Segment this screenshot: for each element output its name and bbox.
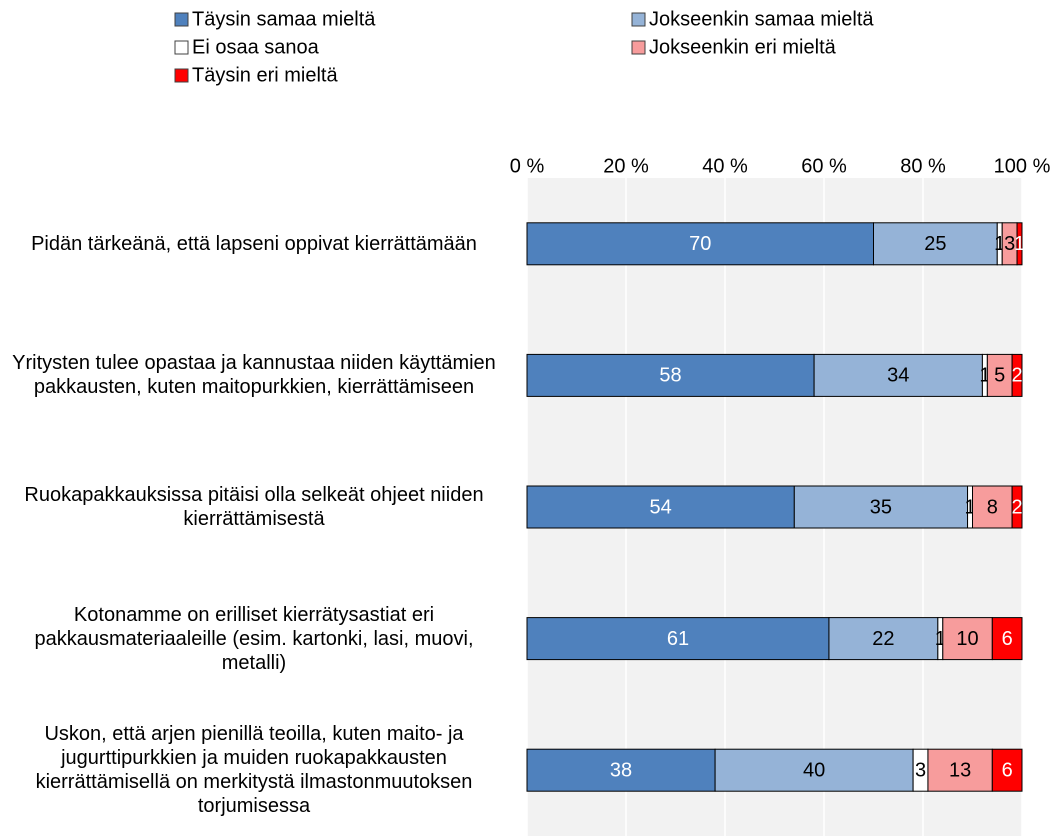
legend-label: Jokseenkin eri mieltä bbox=[649, 36, 837, 58]
bar-segment bbox=[991, 748, 1023, 792]
legend-label: Täysin samaa mieltä bbox=[192, 8, 376, 30]
legend-swatch bbox=[631, 12, 646, 27]
value-label: 58 bbox=[659, 365, 681, 387]
bar-segment bbox=[972, 485, 1013, 529]
value-label: 1 bbox=[994, 233, 1005, 255]
bar-segment bbox=[828, 617, 939, 661]
bar-segment bbox=[526, 617, 830, 661]
category-label: Ruokapakkauksissa pitäisi olla selkeät o… bbox=[24, 484, 484, 530]
bar-segment bbox=[873, 222, 998, 266]
bar-segment bbox=[991, 617, 1023, 661]
value-label: 6 bbox=[1002, 759, 1013, 781]
category-label: Yritysten tulee opastaa ja kannustaa nii… bbox=[12, 352, 496, 399]
x-tick-label: 0 % bbox=[510, 155, 545, 177]
value-label: 61 bbox=[667, 628, 689, 650]
legend-swatch bbox=[174, 12, 189, 27]
x-tick-label: 100 % bbox=[994, 155, 1051, 177]
value-label: 25 bbox=[924, 233, 946, 255]
legend-label: Täysin eri mieltä bbox=[192, 64, 338, 86]
value-label: 8 bbox=[987, 496, 998, 518]
value-label: 5 bbox=[994, 365, 1005, 387]
bar-segment bbox=[813, 353, 983, 397]
bar-segment bbox=[793, 485, 969, 529]
value-label: 6 bbox=[1002, 628, 1013, 650]
value-label: 35 bbox=[870, 496, 892, 518]
value-label: 1 bbox=[964, 496, 975, 518]
value-label: 10 bbox=[956, 628, 978, 650]
value-label: 70 bbox=[689, 233, 711, 255]
value-label: 1 bbox=[979, 365, 990, 387]
bar-segment bbox=[526, 748, 716, 792]
value-label: 3 bbox=[915, 759, 926, 781]
value-label: 1 bbox=[935, 628, 946, 650]
legend-swatch bbox=[174, 68, 189, 83]
value-label: 40 bbox=[803, 759, 825, 781]
value-label: 2 bbox=[1011, 496, 1022, 518]
bar-segment bbox=[714, 748, 914, 792]
x-tick-label: 60 % bbox=[801, 155, 847, 177]
value-label: 1 bbox=[1014, 233, 1025, 255]
legend-label: Ei osaa sanoa bbox=[192, 36, 320, 58]
value-label: 3 bbox=[1004, 233, 1015, 255]
bar-segment bbox=[1016, 222, 1023, 266]
bar-segment bbox=[927, 748, 993, 792]
x-tick-label: 20 % bbox=[603, 155, 649, 177]
legend-swatch bbox=[174, 40, 189, 55]
legend-swatch bbox=[631, 40, 646, 55]
legend-label: Jokseenkin samaa mieltä bbox=[649, 8, 874, 30]
category-label: Pidän tärkeänä, että lapseni oppivat kie… bbox=[31, 232, 477, 255]
x-tick-label: 40 % bbox=[702, 155, 748, 177]
value-label: 2 bbox=[1011, 365, 1022, 387]
value-label: 13 bbox=[949, 759, 971, 781]
value-label: 38 bbox=[610, 759, 632, 781]
bar-segment bbox=[526, 353, 815, 397]
value-label: 34 bbox=[887, 365, 909, 387]
x-tick-label: 80 % bbox=[900, 155, 946, 177]
value-label: 22 bbox=[872, 628, 894, 650]
category-label: Kotonamme on erilliset kierrätysastiat e… bbox=[34, 603, 474, 674]
bar-segment bbox=[1011, 353, 1023, 397]
bar-segment bbox=[1011, 485, 1023, 529]
category-label: Uskon, että arjen pienillä teoilla, kute… bbox=[35, 723, 473, 818]
value-label: 54 bbox=[650, 496, 672, 518]
bar-segment bbox=[942, 617, 993, 661]
